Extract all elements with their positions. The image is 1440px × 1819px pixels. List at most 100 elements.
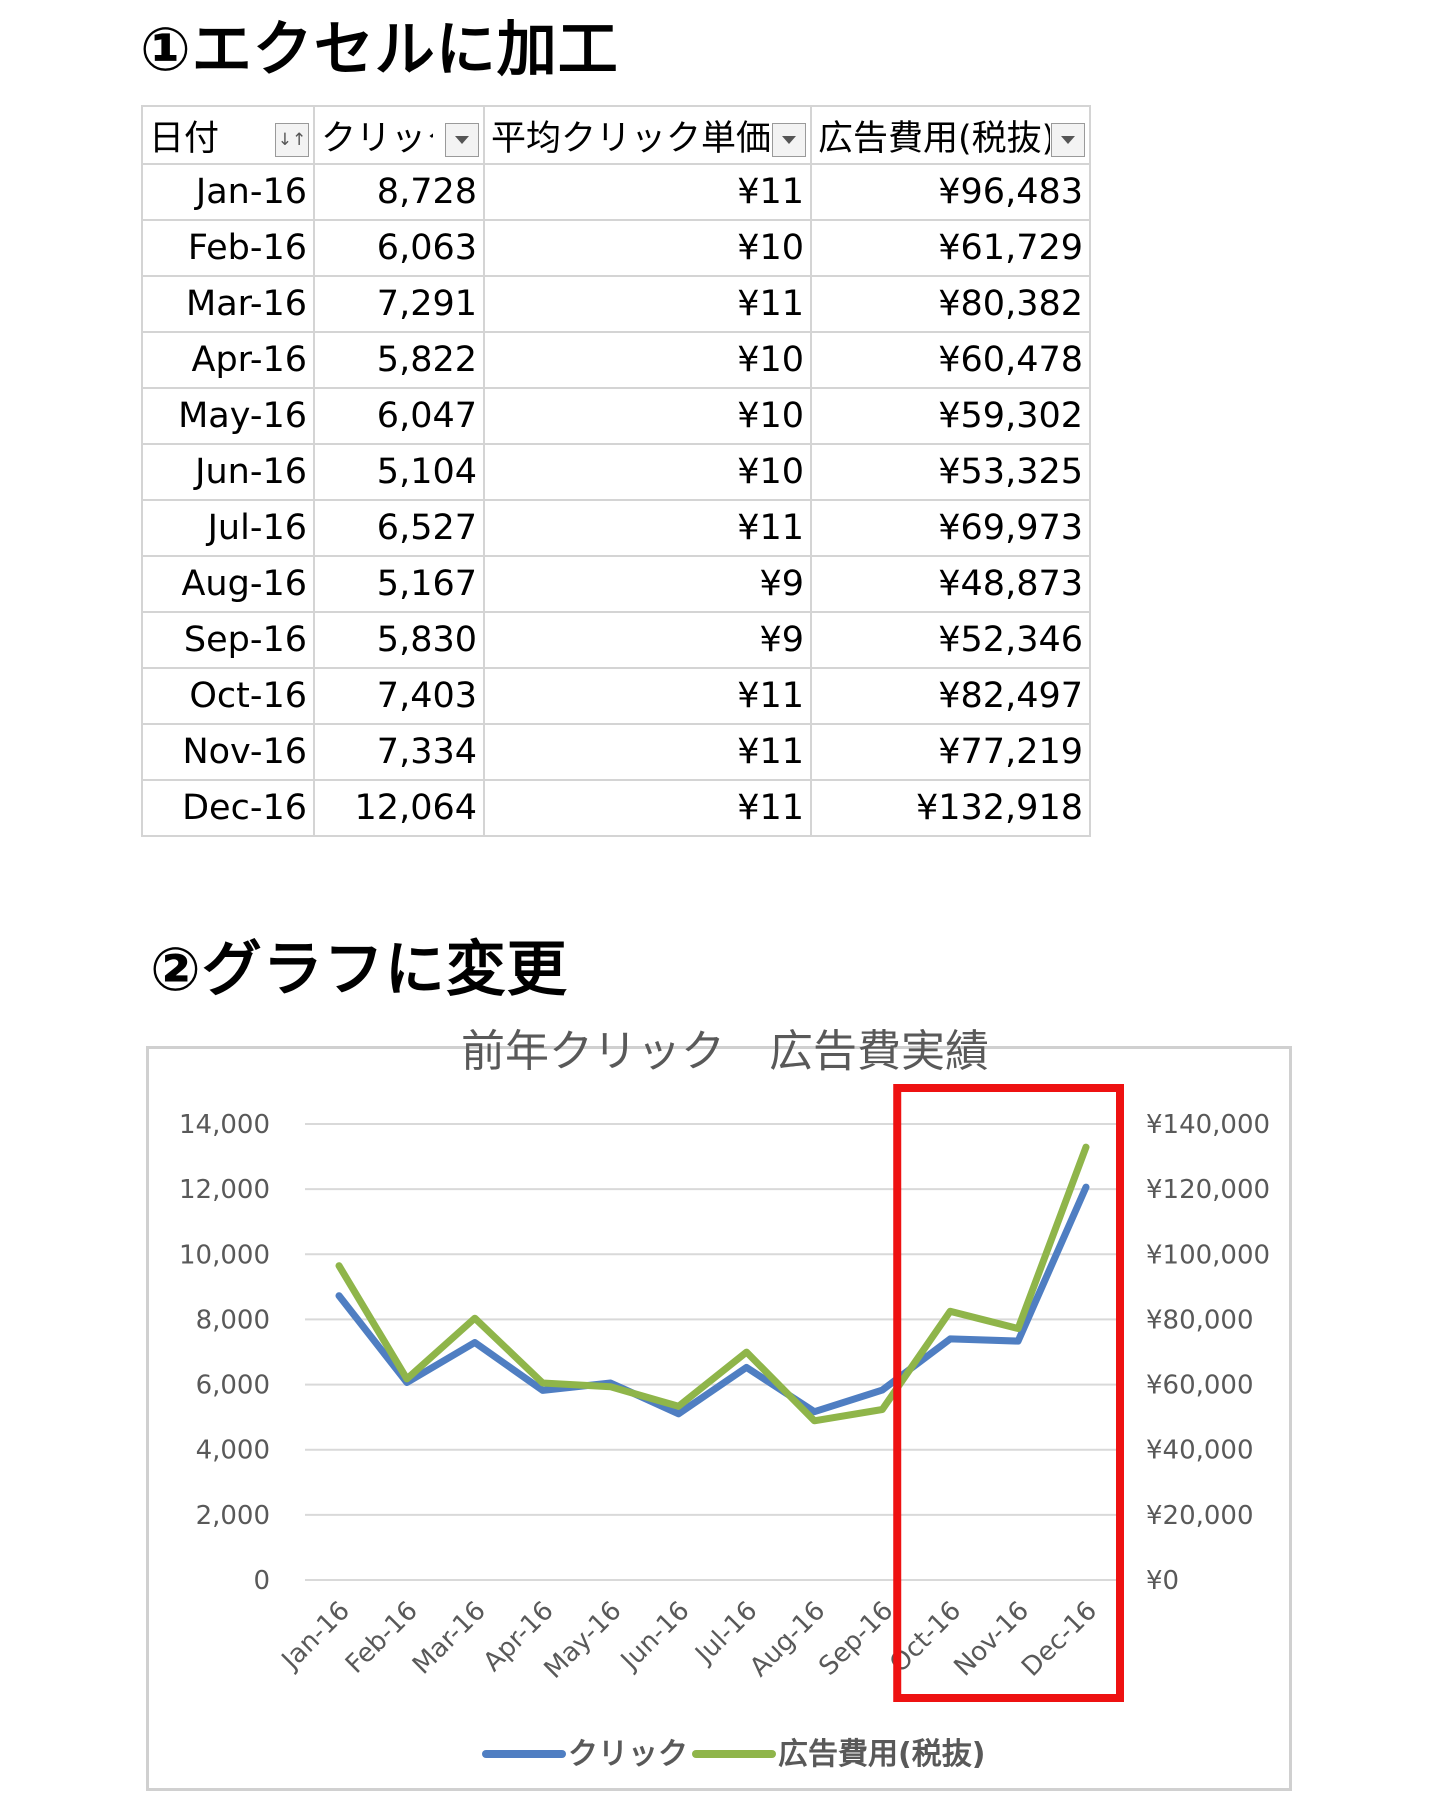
table-row: Nov-16 7,334 ¥11 ¥77,219 bbox=[141, 723, 1091, 781]
table-row: Sep-16 5,830 ¥9 ¥52,346 bbox=[141, 611, 1091, 669]
column-header-label: 広告費用(税抜) bbox=[818, 118, 1050, 159]
cell-date[interactable]: Aug-16 bbox=[141, 555, 315, 613]
cell-avg-cpc[interactable]: ¥10 bbox=[483, 387, 812, 445]
table-row: Oct-16 7,403 ¥11 ¥82,497 bbox=[141, 667, 1091, 725]
cell-avg-cpc[interactable]: ¥9 bbox=[483, 555, 812, 613]
table-row: Dec-16 12,064 ¥11 ¥132,918 bbox=[141, 779, 1091, 837]
y-right-tick-label: ¥40,000 bbox=[1146, 1436, 1254, 1466]
column-header-date[interactable]: 日付 ↓↑ bbox=[141, 105, 315, 165]
column-header-label: 平均クリック単価 bbox=[491, 118, 769, 159]
cell-clicks[interactable]: 8,728 bbox=[313, 163, 485, 221]
cell-ad-cost[interactable]: ¥82,497 bbox=[810, 667, 1091, 725]
cell-avg-cpc[interactable]: ¥10 bbox=[483, 219, 812, 277]
y-left-tick-label: 6,000 bbox=[196, 1371, 270, 1401]
cell-date[interactable]: Sep-16 bbox=[141, 611, 315, 669]
cell-ad-cost[interactable]: ¥80,382 bbox=[810, 275, 1091, 333]
cell-avg-cpc[interactable]: ¥11 bbox=[483, 779, 812, 837]
cell-ad-cost[interactable]: ¥52,346 bbox=[810, 611, 1091, 669]
cell-ad-cost[interactable]: ¥53,325 bbox=[810, 443, 1091, 501]
cell-date[interactable]: Feb-16 bbox=[141, 219, 315, 277]
x-tick-label: Jan-16 bbox=[275, 1596, 356, 1677]
cell-avg-cpc[interactable]: ¥11 bbox=[483, 667, 812, 725]
cell-clicks[interactable]: 12,064 bbox=[313, 779, 485, 837]
column-header-clicks[interactable]: クリック bbox=[313, 105, 485, 165]
x-tick-label: Jun-16 bbox=[614, 1596, 695, 1677]
table-row: Aug-16 5,167 ¥9 ¥48,873 bbox=[141, 555, 1091, 613]
cell-clicks[interactable]: 5,167 bbox=[313, 555, 485, 613]
cell-ad-cost[interactable]: ¥132,918 bbox=[810, 779, 1091, 837]
cell-date[interactable]: Jul-16 bbox=[141, 499, 315, 557]
cell-avg-cpc[interactable]: ¥10 bbox=[483, 443, 812, 501]
cell-date[interactable]: Jun-16 bbox=[141, 443, 315, 501]
legend-label: クリック bbox=[568, 1737, 688, 1772]
cell-clicks[interactable]: 7,291 bbox=[313, 275, 485, 333]
cell-clicks[interactable]: 6,527 bbox=[313, 499, 485, 557]
cell-date[interactable]: Apr-16 bbox=[141, 331, 315, 389]
cell-ad-cost[interactable]: ¥96,483 bbox=[810, 163, 1091, 221]
column-header-avg-cpc[interactable]: 平均クリック単価 bbox=[483, 105, 812, 165]
y-left-tick-label: 0 bbox=[253, 1566, 270, 1596]
y-right-tick-label: ¥120,000 bbox=[1146, 1175, 1270, 1205]
cell-date[interactable]: Mar-16 bbox=[141, 275, 315, 333]
y-left-tick-label: 2,000 bbox=[196, 1501, 270, 1531]
cell-clicks[interactable]: 5,822 bbox=[313, 331, 485, 389]
y-left-tick-label: 14,000 bbox=[179, 1110, 270, 1140]
filter-dropdown-button[interactable] bbox=[1051, 123, 1085, 157]
table-row: Jan-16 8,728 ¥11 ¥96,483 bbox=[141, 163, 1091, 221]
chevron-down-icon bbox=[782, 136, 796, 144]
sort-icon: ↓↑ bbox=[277, 129, 307, 150]
cell-clicks[interactable]: 5,830 bbox=[313, 611, 485, 669]
table-row: Mar-16 7,291 ¥11 ¥80,382 bbox=[141, 275, 1091, 333]
cell-avg-cpc[interactable]: ¥11 bbox=[483, 275, 812, 333]
x-tick-label: Mar-16 bbox=[407, 1596, 492, 1681]
filter-dropdown-button[interactable] bbox=[445, 123, 479, 157]
cell-avg-cpc[interactable]: ¥11 bbox=[483, 499, 812, 557]
cell-clicks[interactable]: 7,334 bbox=[313, 723, 485, 781]
legend-label: 広告費用(税抜) bbox=[778, 1737, 985, 1772]
series-line bbox=[335, 1183, 1090, 1418]
table-row: Apr-16 5,822 ¥10 ¥60,478 bbox=[141, 331, 1091, 389]
chevron-down-icon bbox=[455, 136, 469, 144]
y-right-tick-label: ¥80,000 bbox=[1146, 1305, 1254, 1335]
cell-clicks[interactable]: 7,403 bbox=[313, 667, 485, 725]
column-header-ad-cost[interactable]: 広告費用(税抜) bbox=[810, 105, 1091, 165]
x-tick-label: May-16 bbox=[539, 1596, 628, 1685]
table-row: May-16 6,047 ¥10 ¥59,302 bbox=[141, 387, 1091, 445]
y-left-tick-label: 8,000 bbox=[196, 1305, 270, 1335]
sort-filter-button[interactable]: ↓↑ bbox=[275, 123, 309, 157]
cell-clicks[interactable]: 5,104 bbox=[313, 443, 485, 501]
filter-dropdown-button[interactable] bbox=[772, 123, 806, 157]
cell-ad-cost[interactable]: ¥77,219 bbox=[810, 723, 1091, 781]
cell-ad-cost[interactable]: ¥61,729 bbox=[810, 219, 1091, 277]
cell-avg-cpc[interactable]: ¥11 bbox=[483, 163, 812, 221]
table-header-row: 日付 ↓↑ クリック 平均クリック単価 広告費用(税抜) bbox=[141, 105, 1091, 165]
chart-frame bbox=[146, 1046, 1292, 1791]
x-tick-label: Aug-16 bbox=[744, 1596, 831, 1683]
y-right-tick-label: ¥20,000 bbox=[1146, 1501, 1254, 1531]
column-header-label: 日付 bbox=[149, 118, 220, 159]
y-left-tick-label: 4,000 bbox=[196, 1436, 270, 1466]
highlight-box bbox=[893, 1084, 1124, 1702]
cell-ad-cost[interactable]: ¥60,478 bbox=[810, 331, 1091, 389]
x-tick-label: Dec-16 bbox=[1016, 1596, 1103, 1683]
cell-date[interactable]: Oct-16 bbox=[141, 667, 315, 725]
table-row: Jun-16 5,104 ¥10 ¥53,325 bbox=[141, 443, 1091, 501]
table-row: Feb-16 6,063 ¥10 ¥61,729 bbox=[141, 219, 1091, 277]
cell-date[interactable]: Dec-16 bbox=[141, 779, 315, 837]
cell-avg-cpc[interactable]: ¥9 bbox=[483, 611, 812, 669]
y-right-tick-label: ¥60,000 bbox=[1146, 1371, 1254, 1401]
y-left-tick-label: 12,000 bbox=[179, 1175, 270, 1205]
y-right-tick-label: ¥100,000 bbox=[1146, 1240, 1270, 1270]
cell-ad-cost[interactable]: ¥69,973 bbox=[810, 499, 1091, 557]
cell-avg-cpc[interactable]: ¥10 bbox=[483, 331, 812, 389]
cell-ad-cost[interactable]: ¥59,302 bbox=[810, 387, 1091, 445]
cell-date[interactable]: May-16 bbox=[141, 387, 315, 445]
cell-date[interactable]: Jan-16 bbox=[141, 163, 315, 221]
cell-clicks[interactable]: 6,047 bbox=[313, 387, 485, 445]
cell-avg-cpc[interactable]: ¥11 bbox=[483, 723, 812, 781]
cell-clicks[interactable]: 6,063 bbox=[313, 219, 485, 277]
cell-date[interactable]: Nov-16 bbox=[141, 723, 315, 781]
cell-ad-cost[interactable]: ¥48,873 bbox=[810, 555, 1091, 613]
step1-heading: ①エクセルに加工 bbox=[140, 15, 619, 85]
